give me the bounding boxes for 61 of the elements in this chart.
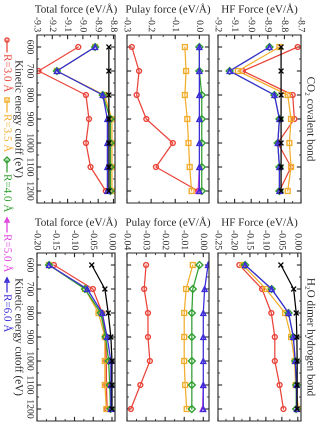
x-tick-label: -0.15	[247, 230, 254, 250]
x-tick-label: -9.2	[216, 17, 222, 32]
text: H₂O dimer hydrogen bond	[305, 278, 316, 396]
text: R=3.5 Å	[4, 114, 14, 152]
text: R=6.0 Å	[4, 294, 14, 332]
x-tick-label: -0.01	[182, 230, 188, 250]
y-tick-label: 1000	[27, 134, 34, 152]
y-tick-label: 1200	[27, 400, 34, 418]
y-tick-label: 800	[27, 88, 34, 102]
y-tick-label: 1100	[27, 158, 34, 176]
y-tick-label: 800	[27, 306, 34, 320]
x-tick-label: -8.8	[282, 17, 289, 32]
x-axis-title: Pulay force (eV/Å)	[126, 216, 210, 228]
y-tick-label: 700	[27, 64, 34, 78]
x-tick-label: -9.1	[65, 17, 72, 32]
x-tick-label: -9.3	[34, 17, 42, 32]
y-tick-label: 600	[27, 258, 34, 272]
x-tick-label: -0.20	[231, 230, 238, 250]
x-tick-label: 0.00	[295, 234, 302, 250]
x-tick-label: -0.25	[216, 230, 222, 250]
x-tick-label: -0.03	[144, 230, 150, 250]
x-tick-label: -0.1	[172, 17, 180, 32]
y-tick-label: 900	[27, 330, 34, 344]
x-tick-label: -9.1	[232, 17, 239, 32]
x-axis-title: Pulay force (eV/Å)	[126, 4, 210, 16]
y-tick-label: 1000	[27, 352, 34, 370]
x-tick-label: -0.2	[148, 17, 156, 32]
x-tick-label: -0.04	[124, 230, 132, 250]
y-tick-label: 600	[27, 40, 34, 54]
x-tick-label: -9.0	[80, 17, 88, 32]
y-tick-label: 700	[27, 282, 34, 296]
x-tick-label: -0.3	[124, 17, 132, 32]
x-tick-label: -9.0	[248, 17, 256, 32]
x-tick-label: 0.00	[200, 234, 208, 250]
x-axis-title: Total force (eV/Å)	[34, 4, 117, 16]
x-axis-title: HF Force (eV/Å)	[222, 4, 298, 16]
x-tick-label: 0.00	[110, 234, 116, 250]
x-tick-label: -0.10	[72, 230, 79, 250]
x-tick-label: -0.05	[279, 230, 286, 250]
text: R=4.0 Å	[4, 174, 14, 212]
y-tick-label: 1200	[27, 182, 34, 200]
x-tick-label: -8.9	[265, 17, 272, 32]
x-tick-label: -8.9	[96, 17, 102, 32]
x-tick-label: -0.05	[90, 230, 98, 250]
x-axis-title: Total force (eV/Å)	[34, 216, 117, 228]
x-tick-label: -0.15	[53, 230, 60, 250]
text: R=5.0 Å	[4, 234, 14, 272]
y-tick-label: 1100	[27, 376, 34, 394]
text: CO₂ covalent bond	[305, 77, 316, 162]
x-tick-label: 0.0	[196, 20, 204, 32]
x-tick-label: -9.2	[50, 17, 56, 32]
y-axis-title: Kinetic energy cutoff (eV)	[13, 278, 24, 396]
y-tick-label: 900	[27, 112, 34, 126]
legend-label: R=3.0 Å	[4, 54, 14, 92]
x-axis-title: HF Force (eV/Å)	[222, 216, 298, 228]
x-tick-label: -0.20	[34, 230, 42, 250]
x-tick-label: -8.7	[298, 17, 306, 32]
x-tick-label: -0.10	[263, 230, 270, 250]
y-axis-title: Kinetic energy cutoff (eV)	[13, 60, 24, 178]
x-tick-label: -8.8	[110, 17, 118, 32]
x-tick-label: -0.02	[162, 230, 170, 250]
